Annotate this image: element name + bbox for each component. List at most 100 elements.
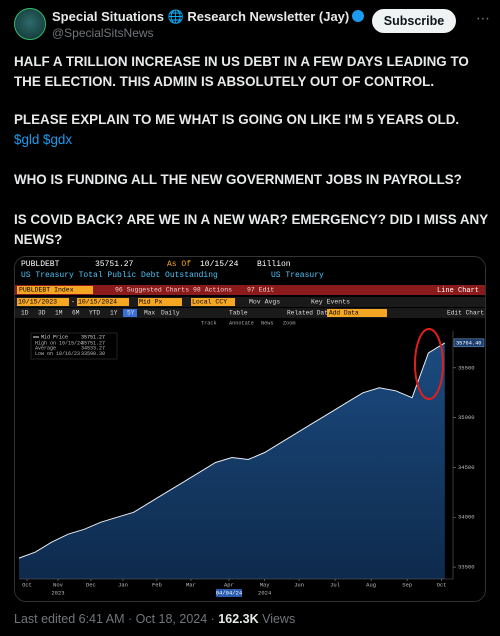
period: Daily (161, 310, 180, 317)
option: Mid Px (139, 299, 163, 306)
post-paragraph: WHO IS FUNDING ALL THE NEW GOVERNMENT JO… (14, 172, 462, 187)
last-value-label: 35764.40 (456, 340, 481, 346)
x-tick-label: Jan (118, 581, 128, 588)
terminal-chart: PUBLDEBT 35751.27 As Of 10/15/24 Billion US T… (15, 257, 485, 601)
range-end: 10/15/2024 (78, 299, 117, 306)
menu-security-box (17, 286, 93, 294)
y-tick-label: 33500 (458, 564, 475, 571)
legend-series: Mid Price (41, 334, 68, 340)
legend-label: Low on 10/16/23 (35, 351, 80, 357)
author-name[interactable]: Special Situations 🌐 Research Newsletter… (52, 9, 350, 24)
author-handle[interactable]: @SpecialSitsNews (52, 26, 154, 40)
menu-item: 97 Edit (247, 287, 274, 294)
line (18, 342, 446, 559)
more-menu[interactable]: ⋯ (476, 10, 491, 26)
highlight-date: 04/04/24 (216, 589, 243, 596)
tool: Add Data (329, 310, 359, 317)
post-image[interactable]: PUBLDEBT 35751.27 As Of 10/15/24 Billion US T… (14, 256, 486, 602)
x-tick-label: Jun (294, 581, 304, 588)
last-value-box (453, 338, 485, 348)
date-box (17, 298, 69, 306)
last-value: 35751.27 (95, 260, 134, 269)
menu-item: PUBLDEBT Index (19, 287, 74, 294)
chart-kind: Line Chart (437, 287, 479, 295)
legend-label: High on 10/15/24 (35, 340, 83, 346)
y-tick-label: 34000 (458, 514, 475, 521)
post-footer: Last edited 6:41 AM · Oct 18, 2024 · 162… (14, 612, 295, 626)
legend-value: 34533.27 (81, 346, 105, 352)
tool: Related Dat (287, 310, 328, 317)
views-label: Views (262, 612, 296, 626)
ticker: PUBLDEBT (21, 260, 60, 269)
range-start: 10/15/2023 (18, 299, 57, 306)
views-count: 162.3K (218, 612, 259, 626)
period: Max (144, 310, 155, 317)
highlight-date-box (215, 589, 242, 597)
legend-box (30, 332, 118, 360)
date-box (77, 298, 129, 306)
option: Local CCY (192, 299, 227, 306)
subscribe-button[interactable]: Subscribe (372, 9, 456, 33)
subtool: Annotate (229, 320, 254, 326)
y-tick-label: 35500 (458, 364, 475, 371)
x-tick-label: Aug (366, 581, 376, 588)
as-of-date: 10/15/24 (200, 260, 239, 269)
period: 3D (38, 310, 46, 317)
menu-item: 98 Actions (193, 287, 232, 294)
x-tick-label: Jul (330, 581, 340, 588)
verified-badge (352, 10, 365, 22)
x-tick-label: Feb (152, 581, 162, 588)
description: US Treasury Total Public Debt Outstandin… (21, 271, 218, 280)
author-name-row: Special Situations 🌐 Research Newsletter… (52, 9, 365, 25)
edited-time[interactable]: Last edited 6:41 AM · Oct 18, 2024 · (14, 612, 215, 626)
x-tick-label: Apr (224, 581, 234, 588)
x-tick-label: Sep (402, 581, 412, 588)
cashtags[interactable]: $gld $gdx (14, 132, 73, 147)
tools-bar (15, 308, 485, 318)
option-box (138, 298, 182, 306)
subtool: Zoom (283, 320, 295, 326)
range-sep: - (71, 299, 75, 306)
legend-value: 35751.27 (81, 334, 105, 340)
units: Billion (257, 260, 291, 269)
options-bar (15, 297, 485, 307)
subtool: Track (201, 320, 217, 326)
tool: Table (229, 310, 248, 317)
year-label: 2024 (258, 589, 272, 596)
period: 6M (72, 310, 80, 317)
menu-bar (15, 285, 485, 295)
period: 5Y (127, 310, 135, 317)
x-tick-label: Oct (22, 581, 32, 588)
legend-value: 35751.27 (81, 340, 105, 346)
post-paragraph: HALF A TRILLION INCREASE IN US DEBT IN A… (14, 54, 469, 89)
period-selected (123, 309, 137, 317)
x-tick-label: Dec (86, 581, 96, 588)
menu-item: 96 Suggested Charts (115, 287, 189, 294)
x-tick-label: May (260, 581, 271, 588)
x-tick-label: Mar (186, 581, 196, 588)
annotation-circle (414, 328, 444, 400)
option-box (191, 298, 235, 306)
legend-label: Average (35, 346, 56, 352)
tool: Edit Chart (447, 310, 484, 317)
y-tick-label: 34500 (458, 464, 475, 471)
source: US Treasury (271, 271, 324, 280)
year-label: 2023 (51, 589, 64, 596)
x-tick-label: Nov (53, 581, 64, 588)
post-paragraph: IS COVID BACK? ARE WE IN A NEW WAR? EMER… (14, 212, 488, 247)
area (19, 342, 445, 579)
period: 1Y (110, 310, 118, 317)
subtool: News (261, 320, 273, 326)
as-of: As Of (167, 260, 191, 269)
period: YTD (89, 310, 100, 317)
period: 1M (55, 310, 63, 317)
post-paragraph: PLEASE EXPLAIN TO ME WHAT IS GOING ON LI… (14, 112, 460, 127)
option: Key Events (311, 299, 350, 306)
x-tick-label: Oct (437, 581, 447, 588)
option: Mov Avgs (249, 299, 280, 306)
legend-value: 33590.30 (81, 351, 105, 357)
avatar[interactable] (14, 8, 46, 40)
add-data-box (327, 309, 387, 317)
period: 1D (21, 310, 29, 317)
